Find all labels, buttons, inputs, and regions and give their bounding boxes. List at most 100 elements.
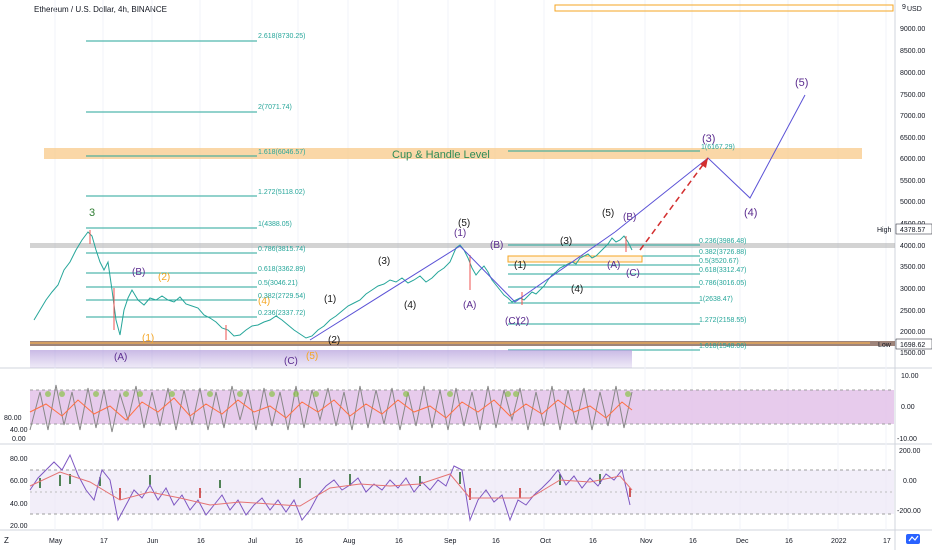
- fib-lines-right: [508, 150, 700, 351]
- time-tick: Dec: [736, 538, 749, 545]
- stoch-right-tick: -10.00: [897, 436, 917, 443]
- wave-label: (4): [571, 284, 583, 295]
- fib-label: 0.618(3362.89): [258, 266, 305, 273]
- fib-label: 0.5(3046.21): [258, 280, 298, 287]
- time-tick: Aug: [343, 538, 356, 545]
- fib-lines-left: [86, 40, 257, 318]
- fib-label: 1.618(1548.06): [699, 343, 746, 350]
- time-tick: Nov: [640, 538, 653, 545]
- time-tick: Sep: [444, 538, 457, 545]
- time-tick: May: [49, 538, 63, 545]
- fib-label: 0.382(2729.54): [258, 293, 305, 300]
- fib-label: 0.618(3312.47): [699, 267, 746, 274]
- stoch-right-tick: 0.00: [901, 404, 915, 411]
- wave-label: (5): [795, 77, 808, 89]
- wave-label: (3): [560, 236, 572, 247]
- wave-label: 3: [89, 207, 95, 219]
- fib-label: 0.786(3016.05): [699, 280, 746, 287]
- fib-label: 1.272(2158.55): [699, 317, 746, 324]
- wave-structure-line: [309, 231, 616, 341]
- wave-label: (3): [702, 133, 715, 145]
- price-tick: 5000.00: [900, 199, 925, 206]
- time-tick: 16: [395, 538, 403, 545]
- time-tick: 2022: [831, 538, 847, 545]
- wave-label: (5): [602, 208, 614, 219]
- wave-label: (B): [490, 240, 503, 251]
- fib-labels-left: 2.618(8730.25) 2(7071.74) 1.618(6046.57)…: [258, 33, 305, 317]
- fib-label: 2(7071.74): [258, 104, 292, 111]
- macd-histogram-neg: [119, 488, 631, 500]
- price-tick: 6500.00: [900, 135, 925, 142]
- price-red-wicks: [89, 230, 627, 340]
- high-value: 4378.57: [900, 227, 925, 234]
- price-tick: 3000.00: [900, 286, 925, 293]
- projection-dashed-line[interactable]: [639, 157, 709, 251]
- wave-label: (1): [454, 228, 466, 239]
- price-series: [33, 231, 633, 339]
- price-tick-corner: 9: [902, 4, 906, 11]
- fib-label: 0.5(3520.67): [699, 258, 739, 265]
- wave-label: (4): [744, 207, 757, 219]
- currency-label: USD: [907, 6, 922, 13]
- wave-label: (5): [458, 218, 470, 229]
- price-tick: 7000.00: [900, 113, 925, 120]
- stoch-tick: 80.00: [4, 415, 22, 422]
- wave-label: (A): [463, 300, 476, 311]
- stoch-k-line: [29, 384, 633, 433]
- wave-label: (2): [328, 335, 340, 346]
- fib-label: 0.236(3986.48): [699, 238, 746, 245]
- wave-label: (B): [623, 212, 636, 223]
- time-tick: 17: [883, 538, 891, 545]
- wave-label: (5): [306, 351, 318, 362]
- wave-label: (2): [158, 272, 170, 283]
- rsi-tick: 60.00: [10, 478, 28, 485]
- fib-label: 1(2638.47): [699, 296, 733, 303]
- rsi-right-tick: 200.00: [899, 448, 921, 455]
- rsi-right-tick: -200.00: [897, 508, 921, 515]
- fib-label: 1.272(5118.02): [258, 189, 305, 196]
- rsi-axis-right: 200.00 0.00 -200.00: [897, 448, 921, 515]
- price-tick: 2000.00: [900, 329, 925, 336]
- wave-label: (3): [378, 256, 390, 267]
- fib-label: 1(6167.29): [701, 144, 735, 151]
- price-tick: 1500.00: [900, 350, 925, 357]
- rsi-right-tick: 0.00: [903, 478, 917, 485]
- stoch-right-tick: 10.00: [901, 373, 919, 380]
- tradingview-logo-icon[interactable]: [906, 534, 920, 544]
- fib-label: 0.786(3815.74): [258, 246, 305, 253]
- fib-label: 2.618(8730.25): [258, 33, 305, 40]
- symbol-title[interactable]: Ethereum / U.S. Dollar, 4h, BINANCE: [34, 5, 167, 14]
- wave-label: (A): [114, 352, 127, 363]
- low-label: Low: [878, 342, 892, 349]
- forecast-path[interactable]: [614, 94, 806, 233]
- stoch-axis-left: 80.00: [4, 415, 22, 422]
- time-tick: 16: [689, 538, 697, 545]
- time-tick: Jun: [147, 538, 158, 545]
- price-tick: 2500.00: [900, 308, 925, 315]
- stoch-tick-40: 40.00: [10, 427, 28, 434]
- time-tick: Oct: [540, 538, 551, 545]
- vertical-grid: [54, 0, 887, 530]
- wave-label: (1): [142, 333, 154, 344]
- price-axis[interactable]: 9000.00 8500.00 8000.00 7500.00 7000.00 …: [900, 4, 925, 357]
- wave-label: (4): [258, 296, 270, 307]
- price-tick: 9000.00: [900, 26, 925, 33]
- rsi-signal-line: [29, 471, 633, 507]
- cup-handle-band[interactable]: [44, 148, 862, 159]
- top-highlight-box[interactable]: [554, 4, 894, 12]
- time-axis[interactable]: May 17 Jun 16 Jul 16 Aug 16 Sep 16 Oct 1…: [49, 538, 891, 545]
- zoom-control[interactable]: Z: [4, 536, 9, 545]
- volume-bars: [30, 350, 632, 368]
- rsi-tick: 40.00: [10, 501, 28, 508]
- wave-label: (A): [607, 260, 620, 271]
- price-tick: 4000.00: [900, 243, 925, 250]
- price-tick: 7500.00: [900, 92, 925, 99]
- price-tick: 3500.00: [900, 264, 925, 271]
- time-tick: 16: [785, 538, 793, 545]
- rsi-axis-left: 80.00 60.00 40.00 20.00: [10, 456, 28, 530]
- wave-label: (2): [517, 316, 529, 327]
- high-label: High: [877, 227, 892, 234]
- wave-label: (C): [626, 268, 640, 279]
- resistance-band[interactable]: [30, 243, 895, 248]
